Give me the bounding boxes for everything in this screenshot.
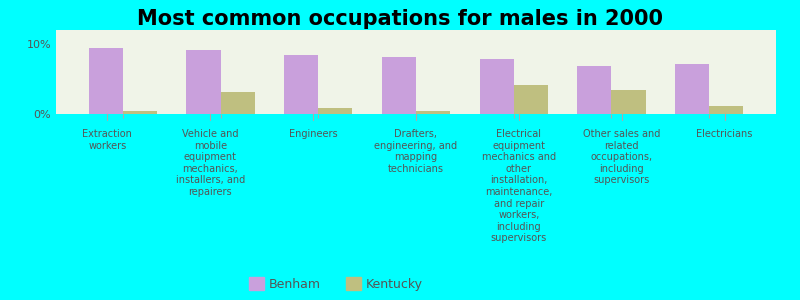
Bar	[186, 50, 221, 114]
Bar	[514, 85, 548, 114]
Bar	[382, 57, 416, 114]
Bar	[577, 66, 611, 114]
Text: Drafters,
engineering, and
mapping
technicians: Drafters, engineering, and mapping techn…	[374, 129, 458, 174]
Text: Electrical
equipment
mechanics and
other
installation,
maintenance,
and repair
w: Electrical equipment mechanics and other…	[482, 129, 556, 243]
Bar	[479, 59, 514, 114]
Legend: Benham, Kentucky: Benham, Kentucky	[249, 277, 423, 291]
Bar	[123, 110, 157, 114]
Text: Most common occupations for males in 2000: Most common occupations for males in 200…	[137, 9, 663, 29]
Bar	[416, 110, 450, 114]
Bar	[89, 47, 123, 114]
Bar	[611, 89, 646, 114]
Bar	[221, 92, 255, 114]
Text: Other sales and
related
occupations,
including
supervisors: Other sales and related occupations, inc…	[583, 129, 661, 185]
Text: Electricians: Electricians	[696, 129, 753, 139]
Bar	[709, 106, 743, 114]
Bar	[284, 55, 318, 114]
Bar	[675, 64, 709, 114]
Text: Extraction
workers: Extraction workers	[82, 129, 132, 151]
Text: Engineers: Engineers	[289, 129, 338, 139]
Text: Vehicle and
mobile
equipment
mechanics,
installers, and
repairers: Vehicle and mobile equipment mechanics, …	[176, 129, 245, 197]
Bar	[318, 108, 353, 114]
